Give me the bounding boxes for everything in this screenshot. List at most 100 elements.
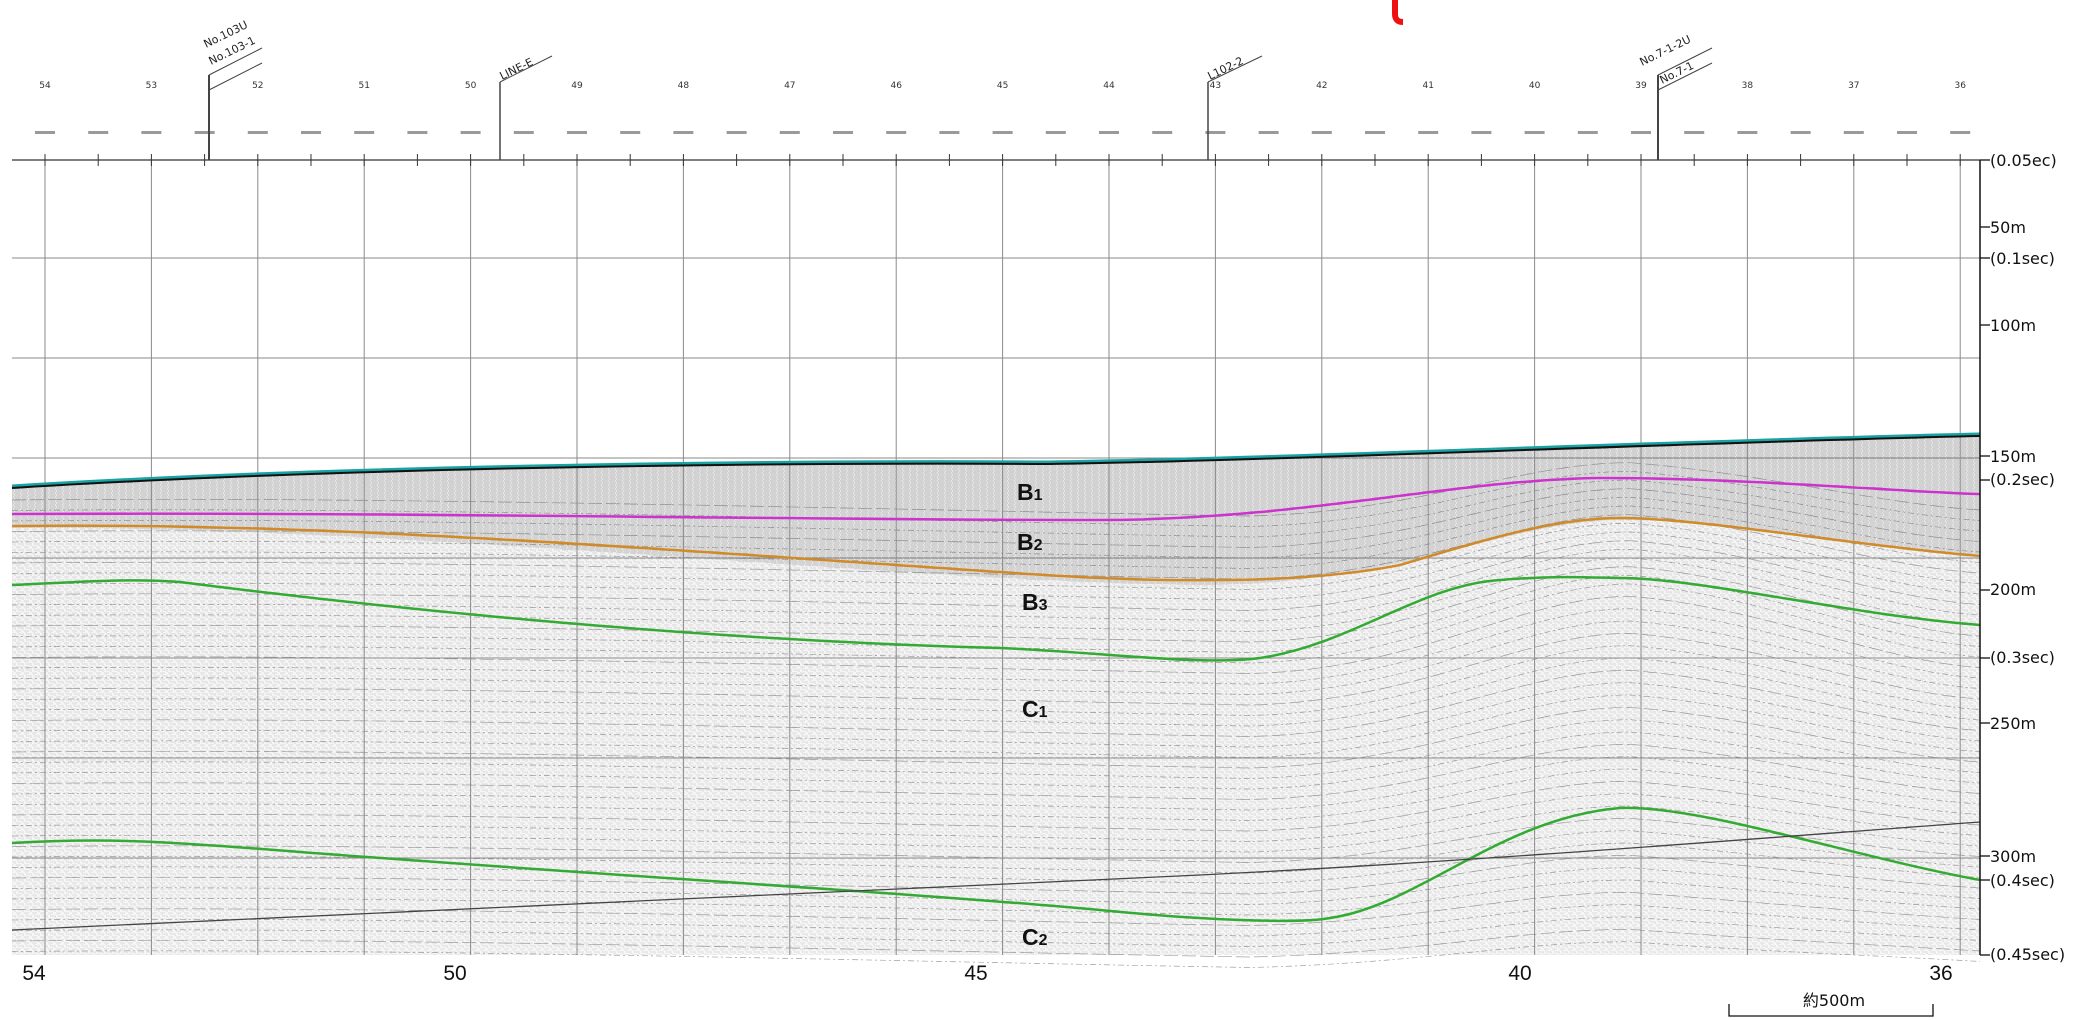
reflector-line (11, 916, 1981, 947)
unit-b3-label: B3 (1022, 589, 1048, 615)
top-shotpoint-label: 37 (1848, 81, 1859, 91)
fine-tick-label-mark (886, 131, 907, 134)
reflector-line (11, 496, 1981, 559)
top-shotpoint-label: 47 (784, 81, 795, 91)
reflector-line (11, 470, 1981, 527)
depth-scale-labels: (0.05ec) 50m (0.1sec) 100m 150m (0.2sec)… (1990, 151, 2065, 964)
crossline-line-e: LINE-E (498, 55, 553, 160)
fine-tick-label-mark (407, 131, 428, 134)
depth-scale-ticks (1980, 159, 1990, 956)
scale-label-50m: 50m (1990, 218, 2026, 237)
reflector-line (11, 462, 1981, 517)
unit-c2-label: C2 (1022, 924, 1048, 950)
reflector-line (11, 694, 1981, 758)
fine-tick-label-mark (1524, 131, 1545, 134)
fine-tick-label-mark (1950, 131, 1971, 134)
fine-tick-label-mark (673, 131, 694, 134)
fine-tick-label-mark (833, 131, 853, 134)
fine-tick-label-mark (1311, 131, 1332, 134)
reflector-line (11, 817, 1981, 863)
top-shotpoint-label: 40 (1529, 81, 1541, 91)
crossline-label-7-1: No.7-1 (1658, 59, 1696, 87)
reflector-line (11, 669, 1981, 737)
top-shotpoint-label: 44 (1103, 81, 1115, 91)
bottom-label-45: 45 (964, 962, 987, 985)
reflector-lines (11, 462, 1981, 968)
scale-label-300m: 300m (1990, 847, 2036, 866)
reflector-line (11, 682, 1981, 748)
top-shotpoint-label: 43 (1210, 81, 1221, 91)
reflector-line (11, 574, 1981, 653)
scale-label-0-45sec: (0.45sec) (1990, 945, 2065, 964)
reflector-line (11, 830, 1981, 874)
reflector-line (11, 941, 1981, 968)
fine-tick-label-mark (1258, 131, 1279, 134)
reflector-line (11, 879, 1981, 916)
reflector-line (11, 805, 1981, 853)
top-shotpoint-label: 50 (465, 81, 477, 91)
fine-tick-label-mark (247, 131, 268, 134)
b3-base-horizon (11, 575, 1981, 662)
reflector-line (11, 793, 1981, 842)
scale-label-0-2sec: (0.2sec) (1990, 470, 2055, 489)
fine-tick-label-mark (992, 131, 1013, 134)
top-shotpoint-label: 38 (1742, 81, 1754, 91)
fine-tick-label-mark (1897, 131, 1917, 134)
red-intersection-marker (1392, 0, 1404, 25)
fine-tick-label-mark (1418, 131, 1439, 134)
scale-label-0-3sec: (0.3sec) (1990, 648, 2055, 667)
fine-tick-label-mark (1790, 131, 1811, 134)
top-shotpoint-label: 52 (252, 81, 263, 91)
reflector-line (11, 928, 1981, 958)
top-shotpoint-label: 45 (997, 81, 1008, 91)
reflector-line (11, 904, 1981, 937)
scale-label-150m: 150m (1990, 447, 2036, 466)
scale-bar: 約500m (1728, 991, 1934, 1017)
fine-tick-label-mark (1205, 131, 1226, 134)
reflector-line (11, 842, 1981, 884)
reflector-line (11, 756, 1981, 811)
reflector-line (11, 505, 1981, 569)
fine-tick-label-mark (1099, 131, 1119, 134)
reflector-line (11, 479, 1981, 538)
fine-tick-label-mark (939, 131, 960, 134)
crossline-l102: L102-2 (1206, 54, 1263, 160)
reflector-line (11, 657, 1981, 727)
fine-tick-label-mark (567, 131, 587, 134)
seafloor-dark-line (11, 435, 1981, 489)
fine-tick-label-mark (1737, 131, 1758, 134)
top-shotpoint-label: 51 (358, 81, 369, 91)
scale-bar-label: 約500m (1803, 991, 1865, 1010)
reflector-line (11, 583, 1981, 664)
reflector-line (11, 540, 1981, 611)
fine-tick-label-mark (1684, 131, 1705, 134)
top-fine-tick-labels (35, 131, 1971, 134)
unit-b1-label: B1 (1017, 479, 1043, 505)
scale-label-100m: 100m (1990, 316, 2036, 335)
fine-tick-label-mark (1152, 131, 1173, 134)
fine-tick-label-mark (354, 131, 375, 134)
scale-label-0-1sec: (0.1sec) (1990, 249, 2055, 268)
top-shotpoint-label: 49 (571, 81, 583, 91)
reflector-line (11, 780, 1981, 832)
fine-tick-label-mark (35, 131, 55, 134)
unit-b2-label: B2 (1017, 529, 1043, 555)
top-axis-ticks (44, 154, 1961, 166)
top-shotpoint-label: 48 (678, 81, 690, 91)
fine-tick-label-mark (1471, 131, 1492, 134)
reflector-line (11, 548, 1981, 622)
crossline-label-line-e: LINE-E (498, 55, 536, 82)
reflector-line (11, 566, 1981, 643)
fine-tick-label-mark (88, 131, 109, 134)
top-shotpoint-label: 46 (890, 81, 902, 91)
reflector-line (11, 608, 1981, 685)
crossline-well-7: No.7-1-2U No.7-1 (1638, 33, 1713, 160)
top-shotpoint-label: 39 (1635, 81, 1647, 91)
fine-tick-label-mark (460, 131, 481, 134)
top-shotpoint-label: 53 (146, 81, 157, 91)
reflector-line (11, 514, 1981, 580)
reflector-line (11, 632, 1981, 706)
fine-tick-label-mark (1631, 131, 1651, 134)
reflector-line (11, 706, 1981, 769)
